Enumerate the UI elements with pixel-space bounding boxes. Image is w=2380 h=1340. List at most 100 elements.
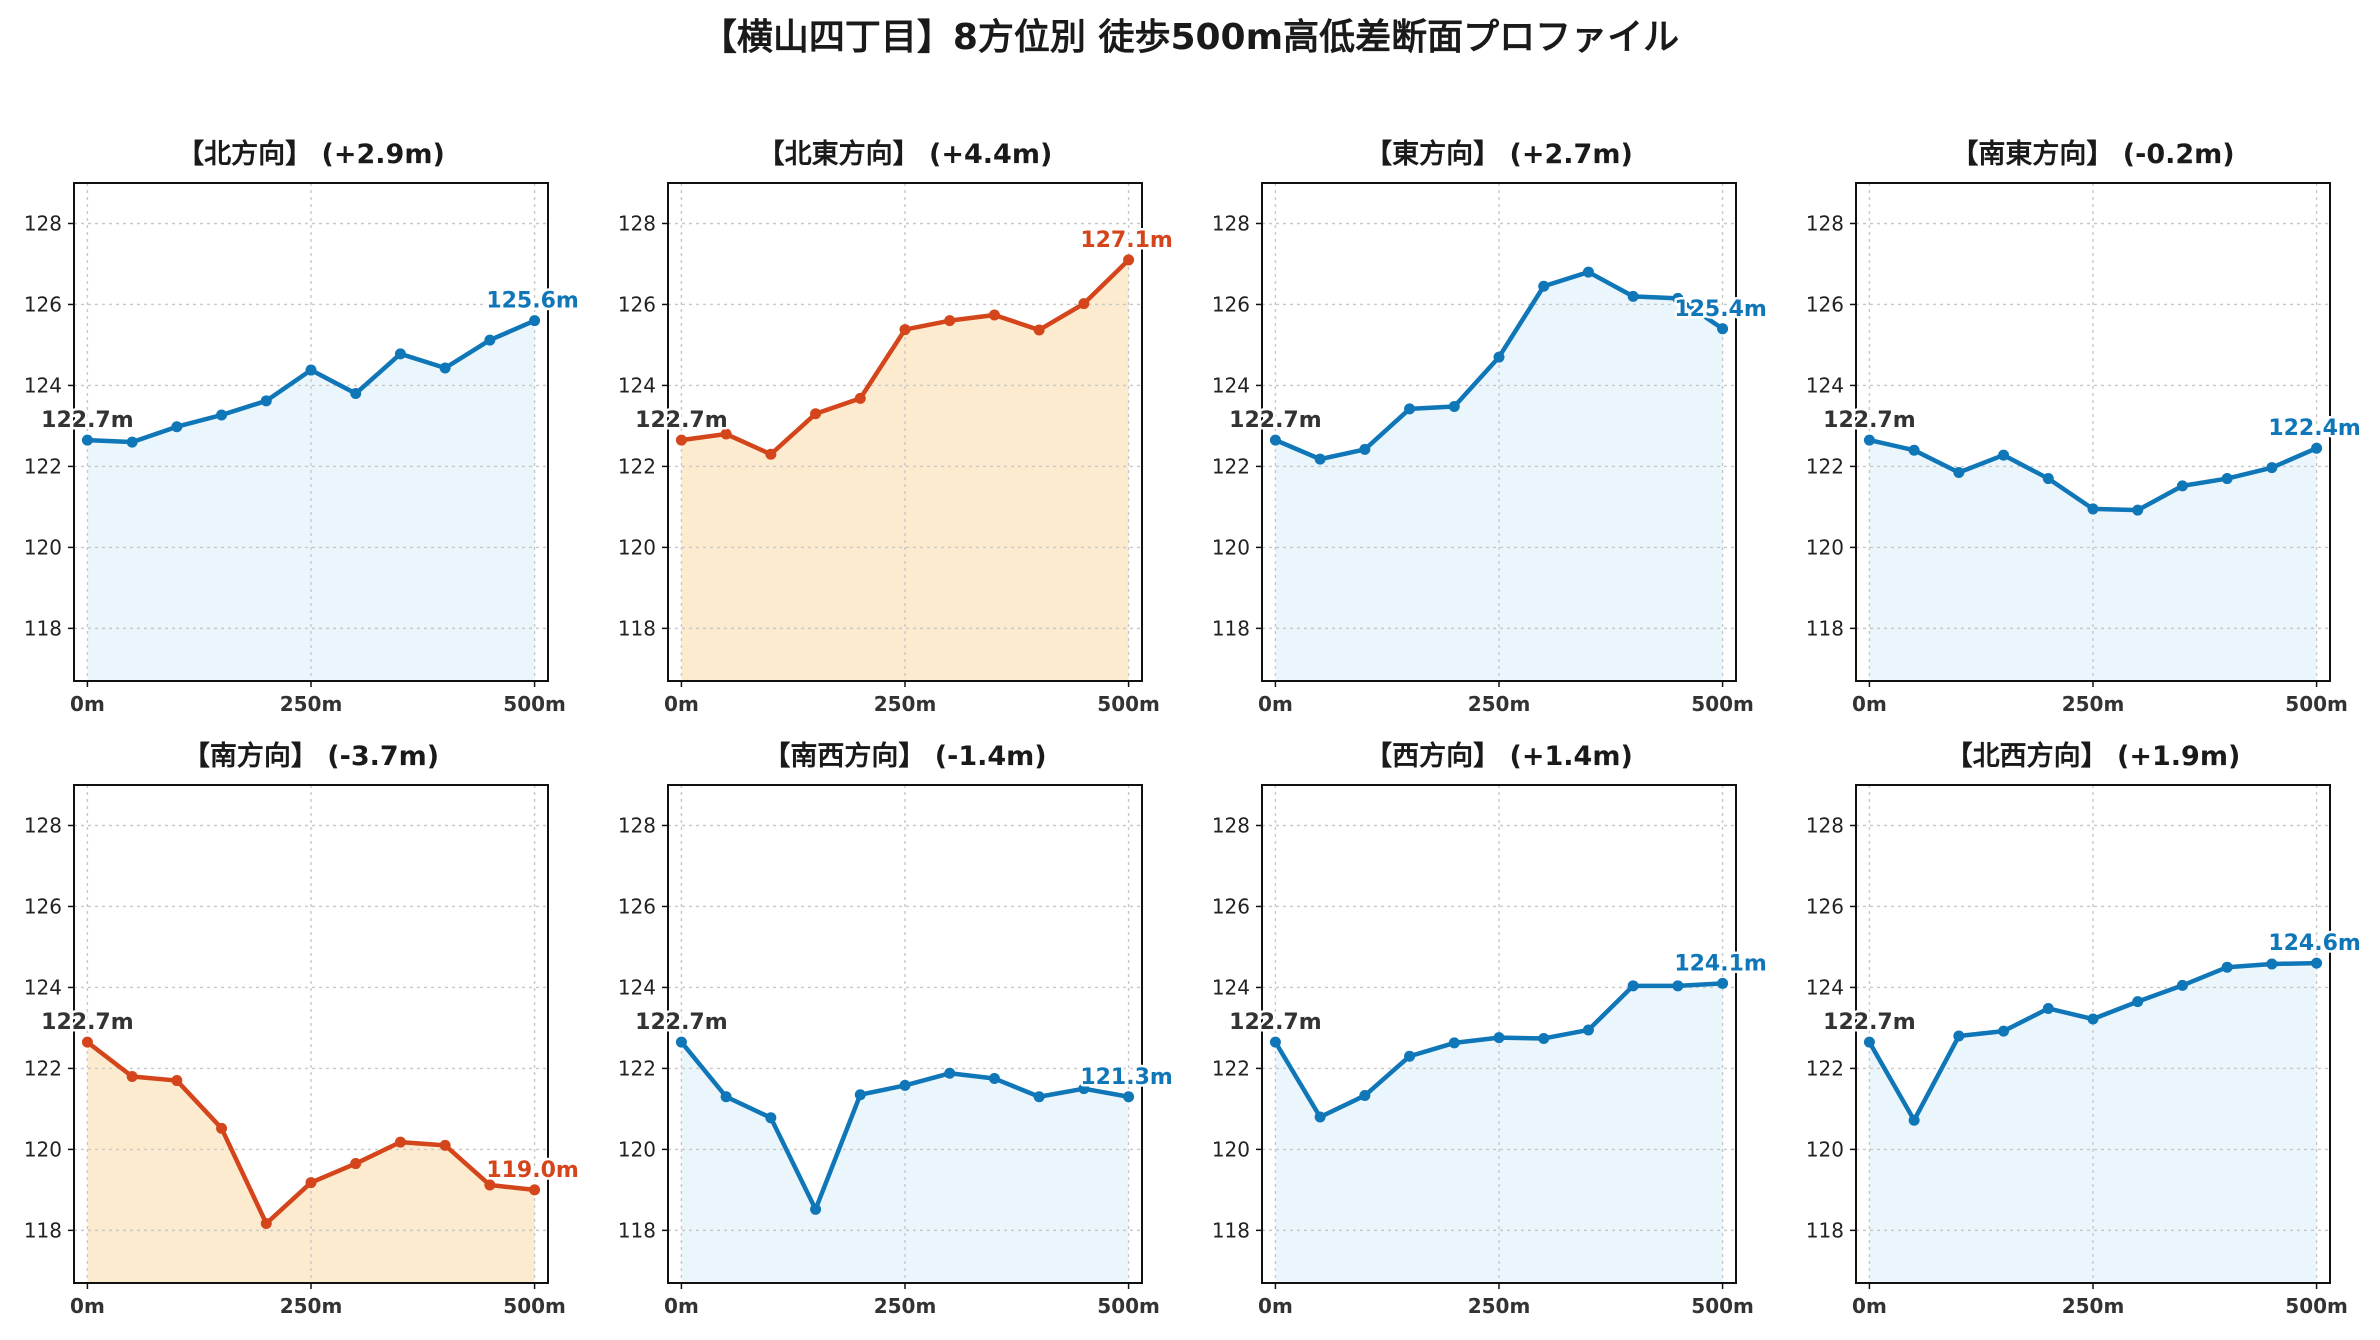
x-tick-label-1-1: 250m	[280, 692, 343, 716]
data-point-2-10	[1123, 254, 1135, 266]
data-point-8-10	[2311, 957, 2323, 969]
data-point-6-0	[675, 1036, 687, 1048]
data-point-7-7	[1582, 1024, 1594, 1036]
y-tick-label-2-4: 126	[618, 292, 656, 316]
y-tick-label-2-1: 120	[618, 535, 656, 559]
end-elevation-label-1: 125.6m	[486, 289, 579, 314]
panel-5: 【南方向】 (-3.7m) 118 120 122 124 126 128 0m 250m 500…	[24, 740, 582, 1318]
panel-title-2: 【北東方向】 (+4.4m)	[758, 138, 1053, 170]
panel-3: 【東方向】 (+2.7m) 118 120 122 124 126 128 0m 250m 500…	[1212, 138, 1770, 716]
data-point-1-0	[81, 434, 93, 446]
y-tick-label-4-3: 124	[1806, 373, 1844, 397]
y-tick-label-4-2: 122	[1806, 454, 1844, 478]
data-point-5-1	[126, 1071, 138, 1083]
x-tick-label-6-0: 0m	[664, 1294, 699, 1318]
profile-area-7	[1275, 983, 1723, 1283]
start-elevation-label-5: 122.7m	[41, 1010, 134, 1035]
panel-title-5: 【南方向】 (-3.7m)	[183, 740, 439, 772]
y-tick-label-6-5: 128	[618, 813, 656, 837]
data-point-4-9	[2266, 462, 2278, 474]
data-point-5-4	[260, 1217, 272, 1229]
data-point-7-9	[1672, 980, 1684, 992]
data-point-3-10	[1717, 323, 1729, 335]
x-tick-label-3-1: 250m	[1468, 692, 1531, 716]
x-tick-label-2-0: 0m	[664, 692, 699, 716]
y-tick-label-3-5: 128	[1212, 211, 1250, 235]
data-point-8-6	[2132, 996, 2144, 1008]
data-point-2-0	[675, 434, 687, 446]
data-point-6-5	[899, 1079, 911, 1091]
data-point-7-2	[1359, 1090, 1371, 1102]
data-point-4-4	[2042, 473, 2054, 485]
data-point-1-4	[260, 395, 272, 407]
x-tick-label-7-1: 250m	[1468, 1294, 1531, 1318]
x-tick-label-5-0: 0m	[70, 1294, 105, 1318]
y-tick-label-4-1: 120	[1806, 535, 1844, 559]
y-tick-label-2-2: 122	[618, 454, 656, 478]
end-elevation-label-2: 127.1m	[1080, 228, 1173, 253]
data-point-3-5	[1493, 351, 1505, 363]
y-tick-label-4-5: 128	[1806, 211, 1844, 235]
y-tick-label-8-4: 126	[1806, 894, 1844, 918]
panel-8: 【北西方向】 (+1.9m) 118 120 122 124 126 128 0m 250m 50…	[1806, 740, 2364, 1318]
data-point-1-8	[439, 362, 451, 374]
panel-2: 【北東方向】 (+4.4m) 118 120 122 124 126 128 0m 250m 50…	[618, 138, 1176, 716]
y-tick-label-1-5: 128	[24, 211, 62, 235]
data-point-1-7	[394, 348, 406, 360]
data-point-8-2	[1953, 1030, 1965, 1042]
start-elevation-label-7: 122.7m	[1229, 1010, 1322, 1035]
data-point-3-0	[1269, 434, 1281, 446]
x-tick-label-8-0: 0m	[1852, 1294, 1887, 1318]
data-point-4-10	[2311, 442, 2323, 454]
y-tick-label-1-0: 118	[24, 616, 62, 640]
data-point-1-1	[126, 436, 138, 448]
y-tick-label-6-3: 124	[618, 975, 656, 999]
end-elevation-label-7: 124.1m	[1674, 951, 1767, 976]
y-tick-label-5-5: 128	[24, 813, 62, 837]
data-point-5-10	[529, 1184, 541, 1196]
data-point-8-3	[1998, 1025, 2010, 1037]
x-tick-label-2-1: 250m	[874, 692, 937, 716]
panel-title-1: 【北方向】 (+2.9m)	[177, 138, 445, 170]
end-elevation-label-5: 119.0m	[486, 1158, 579, 1183]
data-point-3-6	[1538, 280, 1550, 292]
data-point-7-5	[1493, 1032, 1505, 1044]
data-point-6-7	[988, 1073, 1000, 1085]
x-tick-label-1-2: 500m	[503, 692, 566, 716]
start-elevation-label-4: 122.7m	[1823, 408, 1916, 433]
profile-area-4	[1869, 440, 2317, 681]
y-tick-label-4-4: 126	[1806, 292, 1844, 316]
data-point-1-10	[529, 315, 541, 327]
data-point-6-6	[944, 1067, 956, 1079]
data-point-5-0	[81, 1036, 93, 1048]
data-point-6-4	[854, 1089, 866, 1101]
x-tick-label-1-0: 0m	[70, 692, 105, 716]
profile-area-5	[87, 1042, 535, 1283]
data-point-5-9	[484, 1179, 496, 1191]
data-point-3-3	[1404, 403, 1416, 415]
data-point-3-8	[1627, 290, 1639, 302]
data-point-3-1	[1314, 453, 1326, 465]
data-point-3-2	[1359, 443, 1371, 455]
data-point-8-8	[2221, 961, 2233, 973]
profile-area-6	[681, 1042, 1129, 1283]
x-tick-label-5-1: 250m	[280, 1294, 343, 1318]
data-point-5-6	[350, 1158, 362, 1170]
panel-title-8: 【北西方向】 (+1.9m)	[1946, 740, 2241, 772]
x-tick-label-3-2: 500m	[1691, 692, 1754, 716]
x-tick-label-6-1: 250m	[874, 1294, 937, 1318]
data-point-7-3	[1404, 1050, 1416, 1062]
y-tick-label-8-2: 122	[1806, 1056, 1844, 1080]
panel-4: 【南東方向】 (-0.2m) 118 120 122 124 126 128 0m 250m 50…	[1806, 138, 2364, 716]
data-point-2-4	[854, 392, 866, 404]
data-point-1-9	[484, 334, 496, 346]
x-tick-label-7-0: 0m	[1258, 1294, 1293, 1318]
y-tick-label-1-2: 122	[24, 454, 62, 478]
y-tick-label-8-5: 128	[1806, 813, 1844, 837]
x-tick-label-8-2: 500m	[2285, 1294, 2348, 1318]
y-tick-label-3-2: 122	[1212, 454, 1250, 478]
end-elevation-label-6: 121.3m	[1080, 1065, 1173, 1090]
data-point-2-6	[944, 315, 956, 327]
data-point-7-10	[1717, 977, 1729, 989]
